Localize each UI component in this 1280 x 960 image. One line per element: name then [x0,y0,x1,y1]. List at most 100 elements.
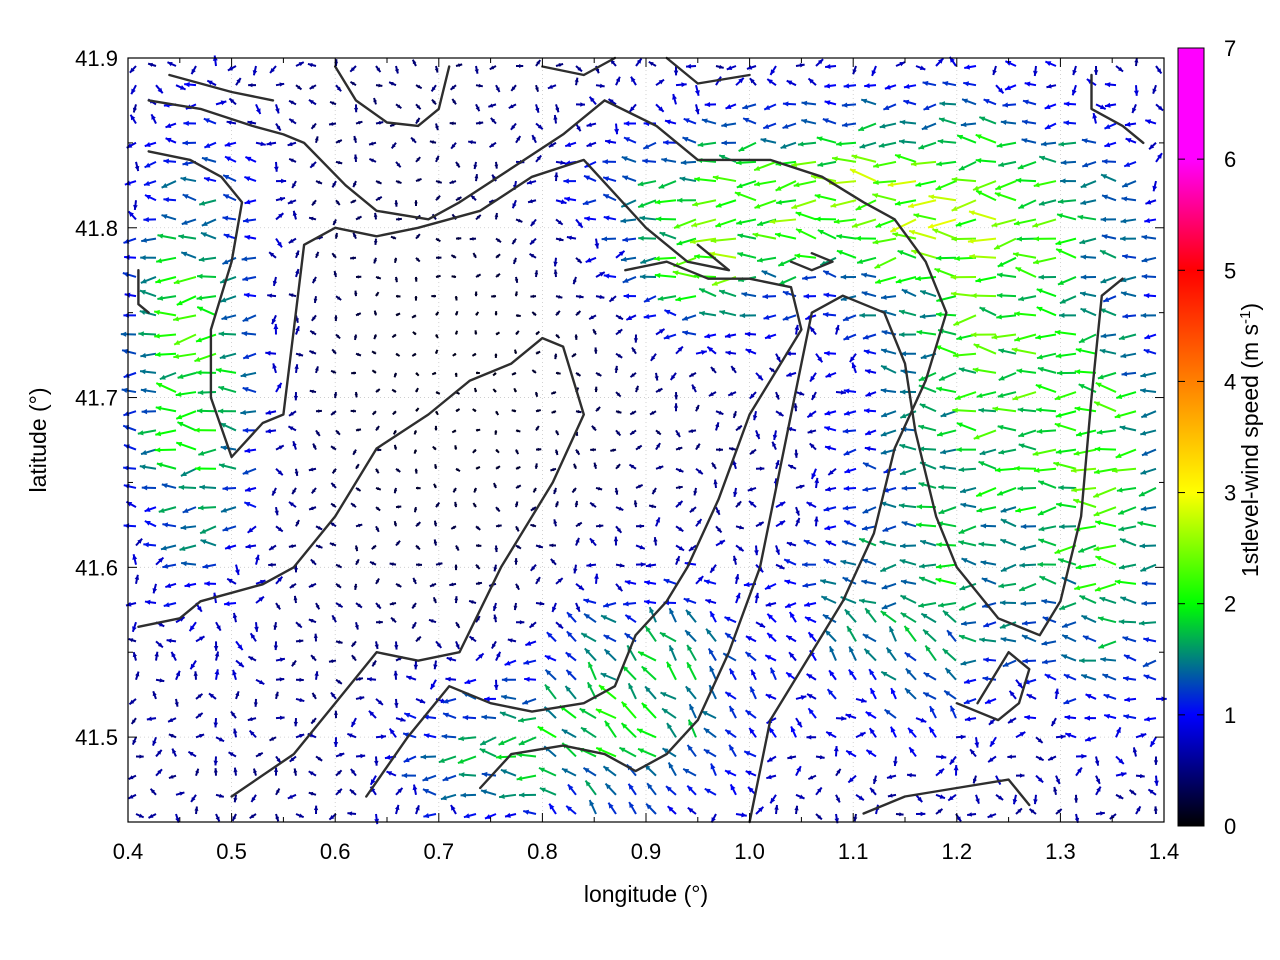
wind-vector [872,193,897,202]
wind-vector [655,103,665,113]
wind-vector [610,448,617,452]
wind-vector [583,598,597,604]
wind-vector [862,461,877,470]
wind-vector [294,468,299,477]
wind-vector [769,794,777,804]
wind-vector [495,410,500,416]
wind-vector [807,77,817,86]
wind-vector [334,315,338,322]
wind-vector [1123,714,1137,720]
wind-vector [1120,352,1137,359]
wind-vector [224,155,237,163]
wind-vector [958,466,977,473]
wind-vector [584,216,597,222]
wind-vector [555,62,564,67]
wind-vector [794,805,799,815]
wind-vector [141,237,157,243]
wind-vector [998,448,1017,455]
wind-vector [553,269,558,278]
wind-vector [1154,775,1159,786]
wind-vector [350,717,357,728]
wind-vector [686,644,697,662]
wind-vector [132,104,138,113]
wind-vector [182,506,197,514]
wind-vector [495,331,501,336]
wind-vector [868,668,877,681]
wind-vector [451,275,457,279]
wind-vector [354,104,359,113]
wind-vector [843,448,857,456]
wind-vector [887,180,917,188]
wind-vector [140,276,157,284]
wind-vector [514,291,518,297]
wind-vector [937,602,957,608]
wind-vector [736,218,757,226]
wind-vector [353,583,358,590]
wind-vector [622,276,637,284]
wind-vector [391,388,397,393]
wind-vector [148,813,157,819]
wind-vector [242,467,257,475]
wind-vector [998,160,1017,168]
wind-vector [650,353,657,362]
wind-vector [607,802,617,815]
wind-vector [905,667,917,681]
wind-vector [1015,773,1025,778]
wind-vector [1028,808,1037,815]
wind-vector [715,539,726,547]
wind-vector [997,424,1017,432]
wind-vector [1012,794,1018,805]
wind-vector [1097,371,1117,380]
wind-vector [842,576,857,585]
wind-vector [141,485,157,491]
wind-vector [755,466,765,471]
wind-vector [956,422,977,432]
wind-vector [1063,120,1077,126]
wind-vector [333,710,338,719]
wind-vector [484,696,497,702]
wind-vector [604,782,617,796]
wind-vector [979,637,997,643]
wind-vector [623,293,637,299]
wind-vector [472,448,477,454]
wind-vector [627,682,637,700]
wind-vector [1115,391,1137,399]
wind-vector [535,104,540,114]
wind-vector [434,123,439,131]
wind-vector [825,63,837,70]
wind-vector [1060,159,1077,166]
wind-vector [768,726,777,738]
wind-vector [936,160,957,167]
wind-vector [935,563,957,570]
wind-vector [815,786,823,796]
wind-vector [969,253,997,260]
wind-vector [1036,352,1057,360]
wind-vector [745,770,757,777]
wind-vector [879,122,897,129]
wind-vector [589,537,597,547]
wind-vector [685,685,697,700]
wind-vector [435,502,441,508]
wind-vector [635,385,639,393]
wind-vector [474,291,478,297]
wind-vector [584,647,597,662]
wind-vector [311,314,317,322]
wind-vector [659,631,677,643]
wind-vector [1147,788,1157,796]
wind-vector [992,65,997,76]
wind-vector [490,117,497,125]
wind-vector [688,428,697,433]
wind-vector [124,180,137,186]
wind-vector [958,160,977,172]
wind-vector [978,116,997,125]
wind-vector [996,272,1017,278]
wind-vector [1022,99,1037,106]
wind-vector [330,410,337,416]
wind-vector [374,641,379,650]
wind-vector [825,486,837,492]
wind-vector [764,654,777,662]
wind-vector [734,573,740,585]
wind-vector [458,772,477,778]
wind-vector [275,444,285,451]
wind-vector [1109,813,1117,820]
